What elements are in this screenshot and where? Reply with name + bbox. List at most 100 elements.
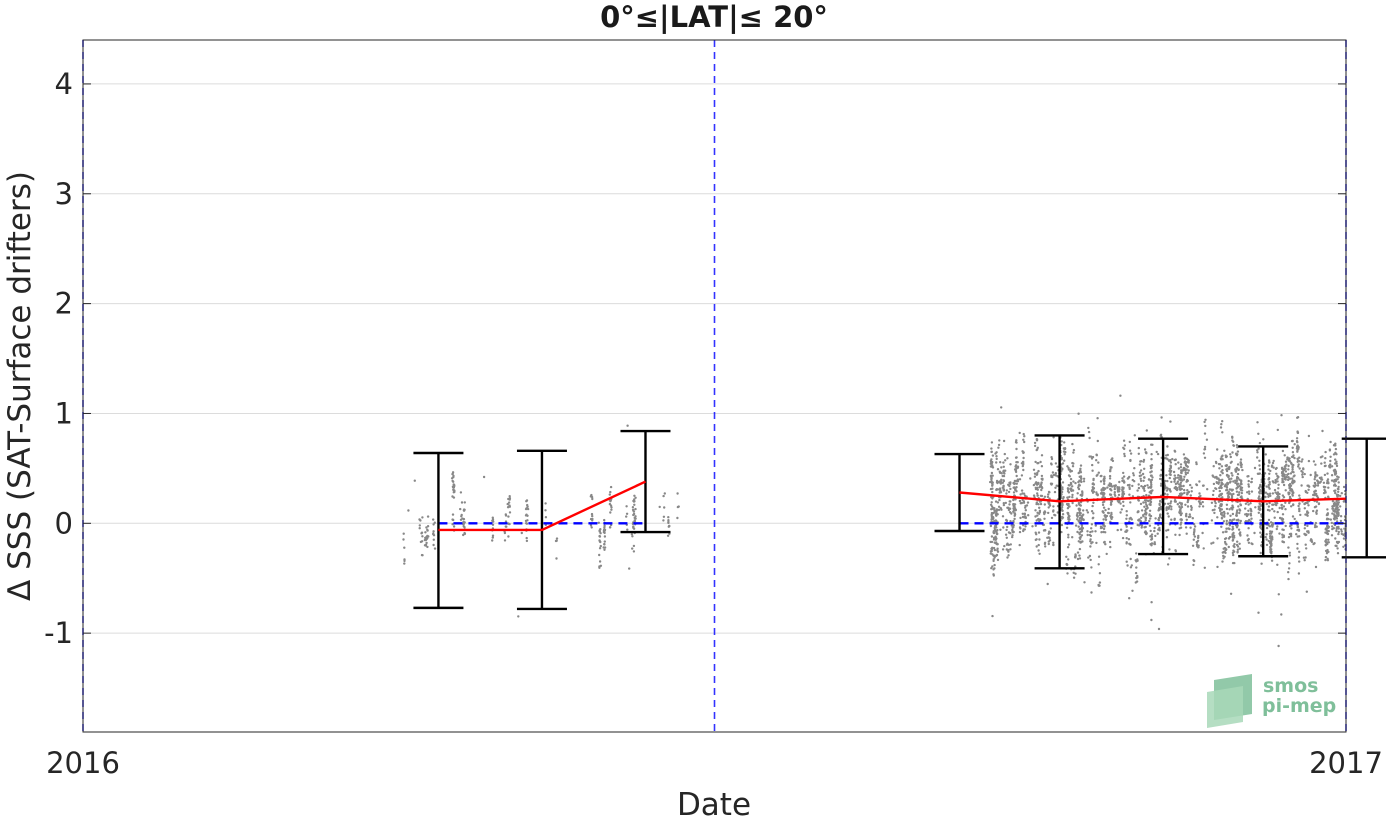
scatter-point <box>1091 504 1094 508</box>
scatter-point <box>996 468 1000 471</box>
scatter-point <box>1329 455 1332 458</box>
scatter-point <box>1047 511 1050 515</box>
scatter-point <box>1015 482 1018 485</box>
scatter-point <box>1232 492 1235 496</box>
scatter-point <box>1232 444 1235 447</box>
scatter-point <box>1320 462 1323 465</box>
scatter-point <box>662 519 665 522</box>
scatter-point <box>999 528 1002 531</box>
scatter-point <box>1185 457 1189 460</box>
scatter-point <box>1333 515 1336 518</box>
scatter-point <box>1298 467 1301 470</box>
scatter-point <box>1326 512 1330 515</box>
scatter-point <box>1221 431 1224 434</box>
scatter-point <box>1137 446 1141 450</box>
scatter-point <box>1081 517 1084 521</box>
scatter-point <box>603 535 607 538</box>
scatter-point <box>1259 551 1262 555</box>
scatter-point <box>1182 478 1186 481</box>
scatter-point <box>603 531 606 535</box>
scatter-point <box>1091 489 1094 492</box>
scatter-point <box>1131 484 1134 488</box>
scatter-point <box>1104 518 1108 521</box>
scatter-point <box>1214 460 1218 464</box>
scatter-point <box>1037 517 1040 521</box>
scatter-point <box>1100 531 1103 534</box>
scatter-point <box>1334 489 1337 492</box>
scatter-point <box>1216 516 1219 519</box>
scatter-point <box>633 500 636 503</box>
scatter-point <box>1268 501 1271 505</box>
scatter-point <box>1303 527 1307 530</box>
scatter-point <box>1271 523 1275 526</box>
scatter-point <box>1142 485 1145 489</box>
scatter-point <box>1133 434 1137 437</box>
scatter-point <box>1327 517 1330 521</box>
scatter-point <box>1108 482 1112 485</box>
scatter-point <box>1031 525 1034 528</box>
scatter-point <box>1221 478 1224 481</box>
scatter-point <box>1098 572 1102 575</box>
scatter-point <box>992 568 995 571</box>
scatter-point <box>667 525 670 528</box>
scatter-point <box>1140 516 1143 519</box>
y-axis-label: Δ SSS (SAT-Surface drifters) <box>2 171 38 601</box>
scatter-point <box>418 524 421 527</box>
scatter-point <box>1228 481 1232 484</box>
scatter-point <box>1013 479 1017 483</box>
scatter-point <box>633 494 636 497</box>
scatter-point <box>1095 491 1098 494</box>
scatter-point <box>1326 472 1329 475</box>
scatter-point <box>997 508 1001 512</box>
scatter-point <box>1329 459 1332 463</box>
scatter-point <box>1000 406 1003 409</box>
scatter-point <box>1158 515 1162 519</box>
scatter-point <box>544 509 547 512</box>
scatter-point <box>1276 563 1279 566</box>
scatter-point <box>1292 481 1295 484</box>
scatter-point <box>1061 516 1065 519</box>
scatter-point <box>597 521 600 524</box>
scatter-point <box>1169 469 1173 473</box>
scatter-point <box>1213 500 1217 503</box>
scatter-point <box>1314 475 1317 479</box>
scatter-point <box>989 552 992 555</box>
scatter-point <box>1293 517 1296 521</box>
scatter-point <box>1148 519 1151 523</box>
y-tick-label: 3 <box>55 177 73 211</box>
scatter-point <box>1246 534 1249 537</box>
scatter-point <box>996 543 999 546</box>
scatter-point <box>1110 466 1113 469</box>
scatter-point <box>1015 461 1018 464</box>
scatter-point <box>451 471 455 474</box>
scatter-point <box>1078 536 1081 539</box>
scatter-point <box>1290 527 1293 530</box>
scatter-point <box>1099 480 1103 483</box>
scatter-point <box>1102 518 1105 521</box>
scatter-point <box>1330 474 1334 477</box>
scatter-point <box>995 508 999 511</box>
scatter-point <box>1225 519 1229 523</box>
scatter-point <box>1037 461 1040 465</box>
x-axis-label: Date <box>677 787 751 818</box>
scatter-point <box>1046 495 1050 499</box>
scatter-point <box>1033 475 1037 478</box>
scatter-point <box>1154 517 1157 520</box>
scatter-point <box>1136 576 1139 579</box>
scatter-point <box>1275 472 1278 475</box>
scatter-point <box>1190 508 1193 511</box>
scatter-point <box>1271 507 1274 511</box>
scatter-point <box>1291 494 1294 497</box>
scatter-point <box>1083 581 1086 584</box>
scatter-point <box>1282 496 1286 499</box>
scatter-point <box>1034 460 1037 464</box>
scatter-point <box>1282 473 1285 477</box>
scatter-point <box>1076 530 1079 534</box>
scatter-point <box>1170 508 1173 511</box>
scatter-point <box>1189 483 1192 487</box>
scatter-point <box>525 539 529 543</box>
scatter-point <box>1264 491 1268 494</box>
scatter-point <box>1114 494 1117 497</box>
scatter-point <box>1166 512 1169 515</box>
scatter-point <box>1081 490 1084 493</box>
